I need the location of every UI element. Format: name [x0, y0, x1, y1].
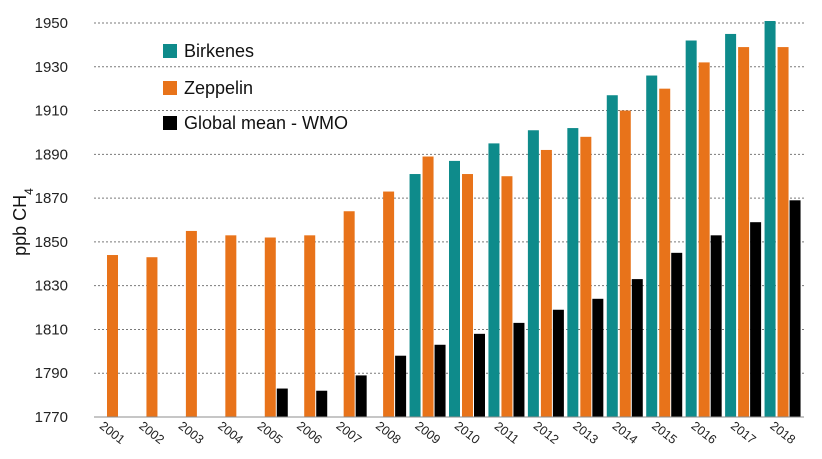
legend-swatch-global-mean-wmo — [163, 116, 177, 130]
bar-birkenes-2014 — [606, 95, 618, 417]
bar-global-mean-wmo-2013 — [592, 298, 604, 417]
x-tick-label: 2007 — [334, 419, 365, 447]
bar-birkenes-2017 — [725, 33, 737, 417]
bar-zeppelin-2001 — [107, 255, 118, 417]
x-tick-label: 2017 — [728, 419, 759, 447]
legend: Birkenes Zeppelin Global mean - WMO — [163, 41, 348, 133]
y-axis-label: ppb CH4 — [10, 188, 36, 256]
bar-birkenes-2009 — [409, 174, 421, 417]
bar-zeppelin-2012 — [540, 149, 552, 417]
bar-zeppelin-2011 — [501, 176, 513, 417]
bar-global-mean-wmo-2005 — [276, 388, 288, 417]
bar-zeppelin-2003 — [185, 230, 197, 417]
legend-swatch-zeppelin — [163, 81, 177, 95]
bar-zeppelin-2002 — [146, 257, 158, 417]
x-tick-label: 2010 — [452, 419, 483, 447]
legend-label-birkenes: Birkenes — [184, 41, 254, 61]
bar-global-mean-wmo-2007 — [355, 375, 367, 417]
bar-birkenes-2012 — [527, 130, 539, 417]
x-tick-label: 2015 — [649, 419, 680, 447]
bar-zeppelin-2013 — [580, 136, 592, 418]
bar-zeppelin-2010 — [462, 174, 473, 417]
bar-global-mean-wmo-2006 — [316, 390, 328, 417]
legend-swatch-birkenes — [163, 44, 177, 58]
x-tick-label: 2003 — [176, 419, 207, 447]
bar-zeppelin-2005 — [264, 237, 276, 417]
bar-global-mean-wmo-2008 — [395, 355, 407, 417]
bar-global-mean-wmo-2009 — [434, 344, 446, 417]
bar-global-mean-wmo-2016 — [710, 235, 722, 417]
bar-global-mean-wmo-2018 — [789, 200, 801, 417]
x-tick-label: 2014 — [610, 419, 641, 447]
x-tick-label: 2009 — [412, 419, 443, 447]
y-tick-label: 1930 — [35, 59, 68, 76]
bar-birkenes-2013 — [567, 128, 579, 418]
y-tick-label: 1890 — [35, 146, 68, 163]
x-tick-label: 2004 — [215, 419, 246, 447]
y-tick-label: 1830 — [35, 278, 68, 295]
bar-global-mean-wmo-2017 — [750, 222, 762, 417]
bar-birkenes-2010 — [449, 160, 460, 417]
bar-birkenes-2018 — [764, 21, 776, 417]
x-tick-label: 2012 — [531, 419, 562, 447]
bar-global-mean-wmo-2011 — [513, 322, 525, 417]
y-tick-label: 1810 — [35, 321, 68, 338]
bars — [107, 21, 801, 418]
x-tick-label: 2013 — [570, 419, 601, 447]
y-tick-label: 1950 — [35, 15, 68, 32]
legend-label-zeppelin: Zeppelin — [184, 78, 253, 98]
bar-zeppelin-2009 — [422, 156, 434, 417]
y-axis-label-subscript: 4 — [22, 188, 36, 195]
x-tick-label: 2018 — [767, 419, 798, 447]
bar-global-mean-wmo-2014 — [631, 279, 643, 417]
legend-label-global-mean-wmo: Global mean - WMO — [184, 113, 348, 133]
bar-zeppelin-2006 — [304, 235, 316, 417]
bar-birkenes-2015 — [646, 75, 658, 418]
y-tick-label: 1770 — [35, 409, 68, 426]
bar-zeppelin-2008 — [383, 191, 395, 417]
x-axis-ticks: 2001 2002 2003 2004 2005 2006 2007 2008 2009 2010… — [97, 419, 798, 447]
bar-zeppelin-2007 — [343, 211, 355, 417]
bar-zeppelin-2004 — [225, 235, 237, 417]
bar-zeppelin-2016 — [698, 62, 710, 418]
x-tick-label: 2005 — [255, 419, 286, 447]
bar-global-mean-wmo-2010 — [474, 333, 485, 417]
bar-zeppelin-2018 — [777, 47, 789, 417]
bar-birkenes-2016 — [685, 40, 697, 418]
y-tick-label: 1910 — [35, 103, 68, 120]
x-tick-label: 2008 — [373, 419, 404, 447]
bar-global-mean-wmo-2012 — [552, 309, 564, 417]
x-tick-label: 2001 — [97, 419, 128, 447]
y-tick-label: 1790 — [35, 365, 68, 382]
bar-zeppelin-2014 — [619, 110, 631, 418]
bar-zeppelin-2015 — [659, 88, 671, 418]
bar-global-mean-wmo-2015 — [671, 252, 683, 417]
y-tick-label: 1870 — [35, 190, 68, 207]
y-axis-ticks: 1770 1790 1810 1830 1850 1870 1890 1910 1930 1950 — [35, 15, 68, 426]
y-axis-label-main: ppb CH — [10, 195, 30, 256]
x-tick-label: 2006 — [294, 419, 325, 447]
bar-zeppelin-2017 — [738, 47, 750, 417]
y-tick-label: 1850 — [35, 234, 68, 251]
x-tick-label: 2011 — [492, 419, 522, 447]
bar-birkenes-2011 — [488, 143, 500, 417]
x-tick-label: 2002 — [136, 419, 167, 447]
x-tick-label: 2016 — [689, 419, 720, 447]
